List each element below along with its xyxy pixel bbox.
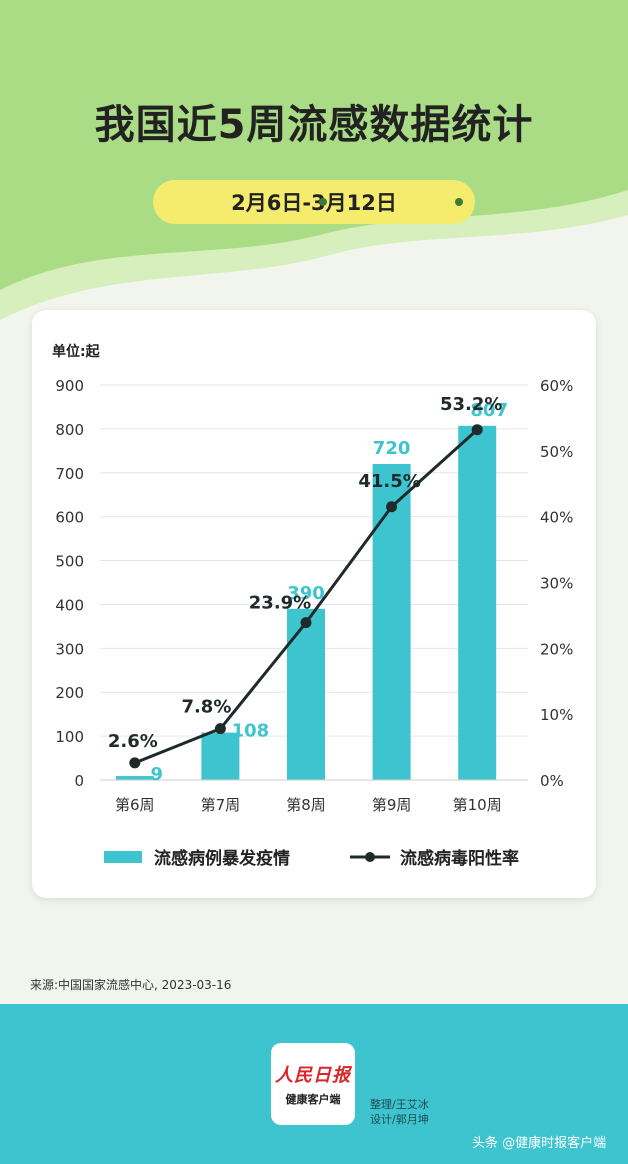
legend-bar-label: 流感病例暴发疫情 (154, 848, 290, 869)
y-right-tick-label: 60% (540, 377, 573, 395)
bar (458, 425, 497, 780)
y-right-tick-label: 10% (540, 706, 573, 724)
x-tick-label: 第6周 (115, 796, 155, 814)
legend-line-label: 流感病毒阳性率 (400, 848, 519, 869)
date-range-pill: 2月6日-3月12日 (153, 180, 475, 224)
y-left-tick-label: 0 (74, 772, 84, 790)
bar-value-label: 390 (287, 583, 325, 604)
x-tick-label: 第8周 (286, 796, 326, 814)
y-right-tick-label: 20% (540, 640, 573, 658)
watermark: 头条 @健康时报客户端 (472, 1136, 607, 1151)
bar (372, 464, 411, 780)
credits: 整理/王艾冰 设计/郭月坤 (370, 1097, 429, 1127)
logo-subtitle: 健康客户端 (285, 1093, 341, 1106)
bar-value-label: 9 (151, 764, 164, 785)
logo-wordmark: 人民日报 (275, 1065, 351, 1086)
y-right-tick-label: 40% (540, 509, 573, 527)
bar-value-label: 108 (232, 721, 270, 742)
line-value-label: 7.8% (181, 697, 231, 718)
y-right-tick-label: 0% (540, 772, 564, 790)
line-value-label: 53.2% (440, 394, 502, 415)
y-left-tick-label: 400 (55, 596, 84, 614)
x-tick-label: 第9周 (372, 796, 412, 814)
line-value-label: 41.5% (358, 471, 420, 492)
left-dot-icon (319, 198, 327, 206)
line-point (386, 501, 398, 513)
y-left-tick-label: 600 (55, 509, 84, 527)
line-point (214, 723, 226, 735)
unit-label: 单位:起 (52, 343, 101, 360)
line-point (471, 424, 483, 436)
x-tick-label: 第7周 (201, 796, 241, 814)
y-left-tick-label: 700 (55, 465, 84, 483)
credit-edit: 整理/王艾冰 (370, 1098, 429, 1111)
legend-line-point (365, 852, 375, 862)
line-point (129, 757, 141, 769)
y-left-tick-label: 900 (55, 377, 84, 395)
y-right-tick-label: 50% (540, 443, 573, 461)
y-right-tick-label: 30% (540, 575, 573, 593)
header-background (0, 0, 628, 340)
date-range-text: 2月6日-3月12日 (231, 191, 397, 215)
brand-logo: 人民日报 健康客户端 (271, 1043, 355, 1125)
bar-value-label: 720 (373, 438, 411, 459)
bar (287, 608, 325, 780)
bar (201, 732, 240, 780)
y-left-tick-label: 100 (55, 728, 84, 746)
y-left-tick-label: 800 (55, 421, 84, 439)
bar (115, 776, 154, 780)
bar-value-label: 807 (470, 400, 508, 421)
legend-bar-swatch (104, 851, 142, 863)
y-left-tick-label: 200 (55, 684, 84, 702)
y-left-tick-label: 500 (55, 553, 84, 571)
y-left-tick-label: 300 (55, 640, 84, 658)
right-dot-icon (455, 198, 463, 206)
line-value-label: 2.6% (108, 731, 158, 752)
page-title: 我国近5周流感数据统计 (94, 102, 534, 148)
credit-design: 设计/郭月坤 (370, 1113, 429, 1126)
source-note: 来源:中国国家流感中心, 2023-03-16 (30, 978, 232, 992)
line-point (300, 617, 312, 629)
x-tick-label: 第10周 (453, 796, 502, 814)
line-value-label: 23.9% (249, 593, 311, 614)
